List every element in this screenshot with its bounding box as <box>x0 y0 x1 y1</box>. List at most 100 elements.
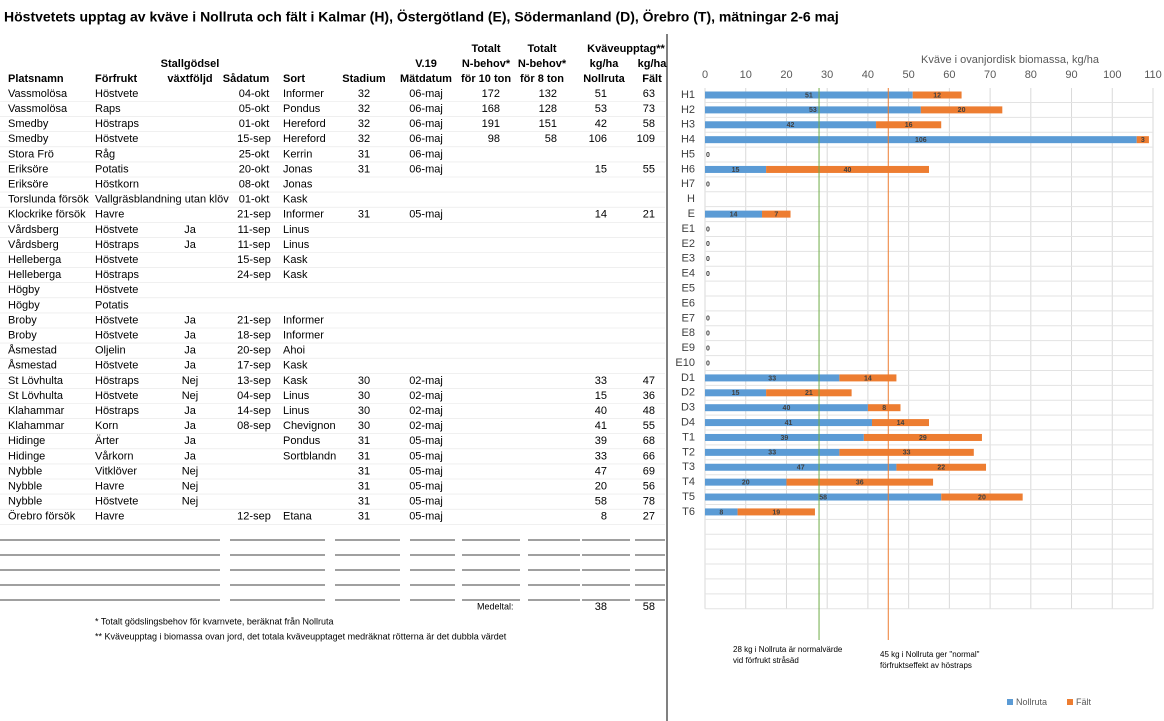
bar-segment <box>766 165 929 173</box>
y-tick-label: T1 <box>682 431 695 443</box>
table-cell: Nej <box>182 390 199 402</box>
legend-label: Fält <box>1076 697 1092 707</box>
table-cell: Höstvete <box>95 330 138 342</box>
y-tick-label: E3 <box>682 253 695 265</box>
table-cell: 02-maj <box>409 405 443 417</box>
table-cell: 55 <box>643 163 655 175</box>
table-cell: 25-okt <box>239 148 270 160</box>
table-cell: Nej <box>182 465 199 477</box>
table-cell: 42 <box>595 118 607 130</box>
table-cell: Jonas <box>283 163 313 175</box>
table-cell: 02-maj <box>409 390 443 402</box>
column-header: Stadium <box>342 73 386 85</box>
table-cell: 33 <box>595 450 607 462</box>
table-cell: Linus <box>283 405 310 417</box>
table-cell: Klockrike försök <box>8 209 86 221</box>
y-tick-label: E7 <box>682 312 695 324</box>
table-cell: 15-sep <box>237 254 271 266</box>
column-header: N-behov* <box>518 58 567 70</box>
value-label: 8 <box>719 509 723 516</box>
table-cell: 06-maj <box>409 163 443 175</box>
value-label: 47 <box>797 465 805 472</box>
table-cell: 05-maj <box>409 465 443 477</box>
value-label: 19 <box>772 509 780 516</box>
table-cell: Höstraps <box>95 405 140 417</box>
table-cell: 21-sep <box>237 314 271 326</box>
bar-segment <box>839 448 974 456</box>
table-cell: 05-maj <box>409 209 443 221</box>
table-cell: 36 <box>643 390 655 402</box>
table-cell: 69 <box>643 465 655 477</box>
page-title: Höstvetets upptag av kväve i Nollruta oc… <box>4 9 839 25</box>
value-label: 51 <box>805 92 813 99</box>
y-tick-label: H7 <box>681 178 695 190</box>
table-cell: 21-sep <box>237 209 271 221</box>
table-cell: 109 <box>637 133 655 145</box>
table-cell: Råg <box>95 148 115 160</box>
table-cell: 06-maj <box>409 118 443 130</box>
y-tick-label: H3 <box>681 119 695 131</box>
table-cell: Klahammar <box>8 405 65 417</box>
table-cell: 31 <box>358 209 370 221</box>
x-tick-label: 110 <box>1144 69 1162 81</box>
table-cell: Kask <box>283 269 308 281</box>
table-cell: 12-sep <box>237 511 271 523</box>
table-cell: Kask <box>283 375 308 387</box>
bar-segment <box>705 433 864 441</box>
bar-segment <box>705 121 877 129</box>
value-label: 58 <box>819 494 827 501</box>
table-cell: Informer <box>283 209 324 221</box>
table-cell: Sortblandn <box>283 450 336 462</box>
column-header: för 10 ton <box>461 73 511 85</box>
table-cell: Åsmestad <box>8 344 57 357</box>
table-cell: 47 <box>595 465 607 477</box>
bar-segment <box>705 493 942 501</box>
x-tick-label: 90 <box>1065 69 1077 81</box>
table-cell: St Lövhulta <box>8 375 64 387</box>
value-label: 53 <box>809 107 817 114</box>
table-cell: 06-maj <box>409 133 443 145</box>
value-label: 0 <box>706 360 710 367</box>
y-tick-label: H4 <box>681 134 695 146</box>
table-cell: Höstkorn <box>95 179 139 191</box>
table-cell: Chevignon <box>283 420 336 432</box>
y-tick-label: H6 <box>681 163 695 175</box>
y-tick-label: E2 <box>682 238 695 250</box>
table-cell: Ja <box>184 360 197 372</box>
x-tick-label: 60 <box>943 69 955 81</box>
column-header: Totalt <box>471 43 500 55</box>
table-cell: Informer <box>283 88 324 100</box>
group-header: Kväveupptag** <box>587 43 665 55</box>
table-cell: 05-okt <box>239 103 270 115</box>
value-label: 41 <box>785 420 793 427</box>
table-cell: Vårdsberg <box>8 239 59 251</box>
value-label: 14 <box>897 420 905 427</box>
table-cell: 40 <box>595 405 607 417</box>
value-label: 0 <box>706 241 710 248</box>
table-cell: 128 <box>539 103 557 115</box>
y-tick-label: E <box>688 208 695 220</box>
table-cell: Vitklöver <box>95 465 137 477</box>
table-cell: Ja <box>184 314 197 326</box>
table-cell: Nej <box>182 375 199 387</box>
table-cell: 30 <box>358 375 370 387</box>
legend-label: Nollruta <box>1016 697 1047 707</box>
table-cell: 48 <box>643 405 655 417</box>
footnote: * Totalt gödslingsbehov för kvarnvete, b… <box>95 616 333 626</box>
value-label: 29 <box>919 435 927 442</box>
table-cell: Kask <box>283 254 308 266</box>
table-cell: Ahoi <box>283 345 305 357</box>
bar-segment <box>863 433 982 441</box>
table-cell: 191 <box>482 118 500 130</box>
legend-swatch <box>1067 699 1073 705</box>
bar-segment <box>705 374 840 382</box>
y-tick-label: H5 <box>681 148 695 160</box>
x-tick-label: 0 <box>702 69 708 81</box>
table-cell: 73 <box>643 103 655 115</box>
column-header: Platsnamn <box>8 73 64 85</box>
column-header: Sådatum <box>223 73 270 85</box>
table-cell: 06-maj <box>409 148 443 160</box>
chart-title: Kväve i ovanjordisk biomassa, kg/ha <box>921 54 1100 66</box>
table-cell: 24-sep <box>237 269 271 281</box>
table-cell: Potatis <box>95 163 129 175</box>
